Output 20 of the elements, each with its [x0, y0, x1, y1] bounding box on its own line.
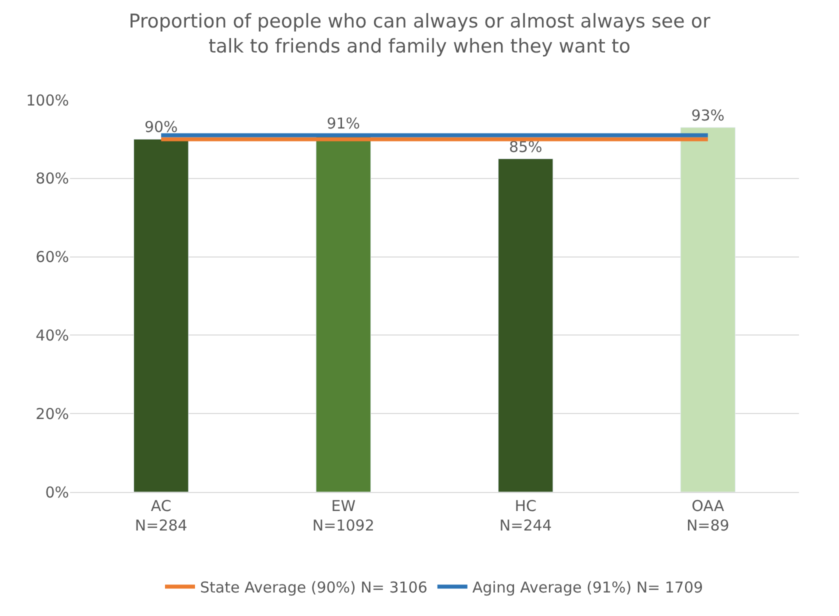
x-tick-label: EW N=1092 [312, 497, 374, 534]
bar [498, 158, 554, 492]
legend-label: State Average (90%) N= 3106 [200, 578, 428, 596]
y-tick-label: 20% [36, 404, 69, 423]
data-label: 93% [691, 106, 725, 124]
y-tick-label: 0% [45, 483, 69, 502]
y-tick-label: 100% [26, 91, 69, 110]
bar [134, 138, 189, 492]
y-tick-label: 80% [36, 170, 69, 188]
data-label: 91% [326, 114, 360, 132]
x-tick-label: OAA N=89 [686, 497, 730, 534]
x-tick-label: AC N=284 [134, 497, 188, 534]
chart-title: Proportion of people who can always or almost always see or talk to friends and family when they want to [128, 10, 710, 58]
legend-label: Aging Average (91%) N= 1709 [472, 578, 704, 596]
y-tick-label: 40% [36, 326, 69, 344]
bar [680, 127, 736, 492]
y-tick-label: 60% [36, 248, 69, 266]
x-tick-label: HC N=244 [499, 497, 552, 534]
data-label: 85% [508, 138, 542, 156]
data-label: 90% [144, 118, 178, 136]
